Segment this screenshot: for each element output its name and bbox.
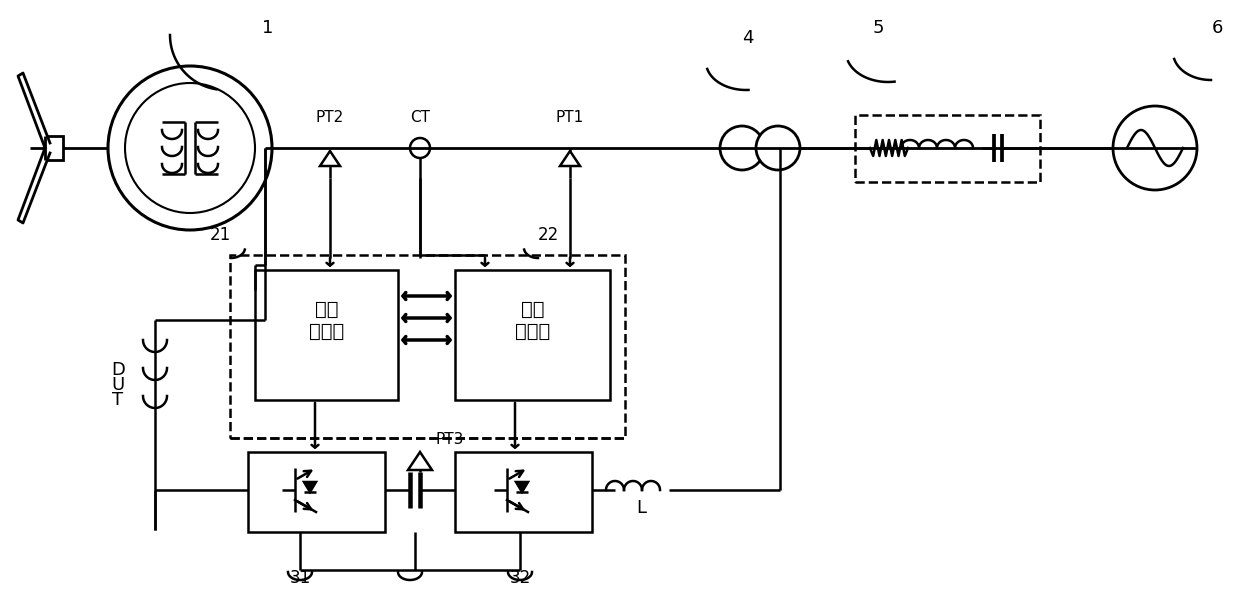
Polygon shape: [560, 151, 580, 166]
Bar: [455, 452, 591, 532]
Bar: [455, 270, 610, 400]
Polygon shape: [516, 482, 528, 492]
Polygon shape: [408, 452, 432, 470]
Text: PT1: PT1: [556, 111, 584, 125]
Text: 21: 21: [210, 226, 231, 244]
Bar: [255, 270, 398, 400]
Circle shape: [125, 83, 255, 213]
Text: PT3: PT3: [435, 433, 464, 447]
Text: U: U: [112, 376, 125, 394]
Circle shape: [720, 126, 764, 170]
Polygon shape: [19, 148, 50, 223]
Bar: [856, 115, 1040, 182]
Text: T: T: [113, 391, 124, 409]
Text: PT2: PT2: [316, 111, 345, 125]
Text: D: D: [112, 361, 125, 379]
Text: 4: 4: [743, 29, 754, 47]
Bar: [229, 255, 625, 438]
Text: 1: 1: [263, 19, 274, 37]
Text: 机侧
控制器: 机侧 控制器: [309, 300, 345, 340]
Polygon shape: [320, 151, 340, 166]
Circle shape: [1114, 106, 1197, 190]
Circle shape: [756, 126, 800, 170]
Bar: [248, 452, 384, 532]
Text: 5: 5: [872, 19, 884, 37]
Text: 22: 22: [537, 226, 559, 244]
Text: 32: 32: [510, 569, 531, 587]
Circle shape: [108, 66, 272, 230]
Bar: [45, 136, 63, 160]
Text: CT: CT: [410, 111, 430, 125]
Circle shape: [410, 138, 430, 158]
Text: 31: 31: [289, 569, 311, 587]
Text: 网侧
控制器: 网侧 控制器: [515, 300, 551, 340]
Text: L: L: [636, 499, 646, 517]
Text: 6: 6: [1211, 19, 1223, 37]
Polygon shape: [19, 73, 50, 148]
Polygon shape: [304, 482, 316, 492]
